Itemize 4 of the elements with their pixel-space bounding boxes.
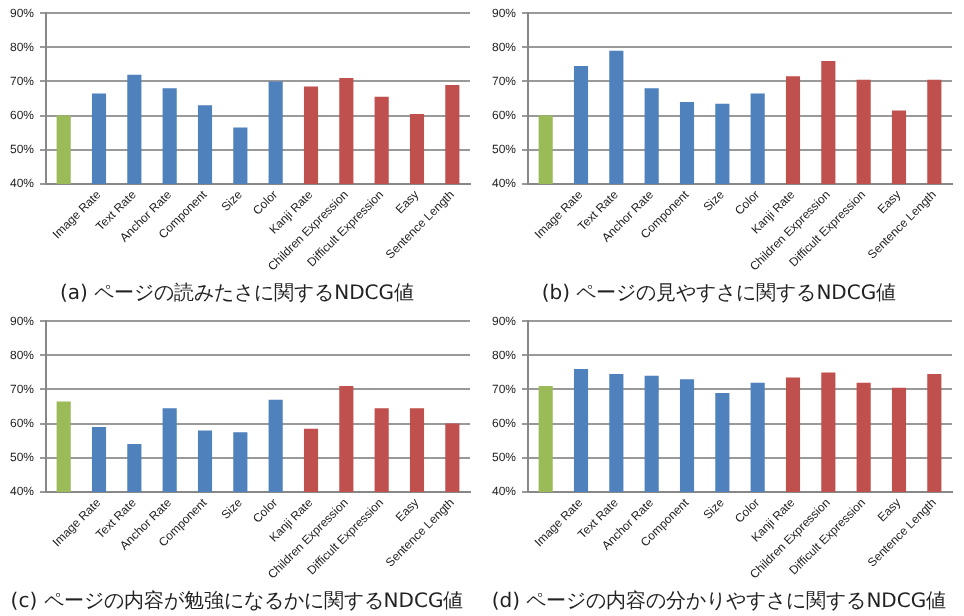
text: (a) ページの読みたさに関するNDCG値 (59, 281, 415, 306)
text: (d) ページの内容の分かりやすさに関するNDCG値 (491, 589, 947, 614)
text: (b) ページの見やすさに関するNDCG値 (541, 281, 897, 306)
text: (c) ページの内容が勉強になるかに関するNDCG値 (10, 589, 464, 614)
